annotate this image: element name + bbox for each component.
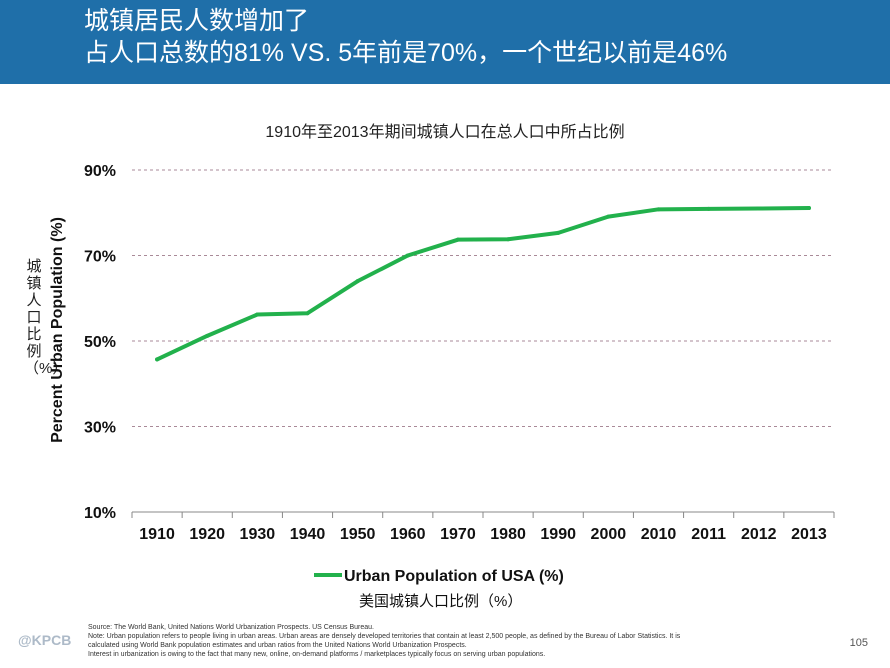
data-point bbox=[205, 333, 210, 338]
x-tick-label: 1950 bbox=[340, 526, 376, 543]
legend-label-chinese: 美国城镇人口比例（%） bbox=[359, 593, 523, 610]
data-point bbox=[556, 230, 561, 235]
chart-title: 1910年至2013年期间城镇人口在总人口中所占比例 bbox=[265, 124, 625, 141]
x-tick-label: 1920 bbox=[189, 526, 225, 543]
y-tick-label: 90% bbox=[84, 163, 116, 180]
data-point bbox=[756, 206, 761, 211]
footnotes: Source: The World Bank, United Nations W… bbox=[88, 623, 828, 659]
footnote-note-2: calculated using World Bank population e… bbox=[88, 642, 467, 649]
x-tick-label: 1940 bbox=[290, 526, 326, 543]
legend-label: Urban Population of USA (%) bbox=[344, 568, 564, 585]
x-tick-label: 1910 bbox=[139, 526, 175, 543]
data-point bbox=[656, 207, 661, 212]
x-tick-label: 1930 bbox=[240, 526, 276, 543]
footnote-source: Source: The World Bank, United Nations W… bbox=[88, 624, 374, 631]
x-tick-label: 2010 bbox=[641, 526, 677, 543]
data-point bbox=[706, 206, 711, 211]
legend: Urban Population of USA (%) bbox=[314, 568, 564, 586]
data-point bbox=[305, 311, 310, 316]
x-tick-label: 2011 bbox=[691, 526, 726, 543]
data-point bbox=[405, 253, 410, 258]
series-line bbox=[155, 206, 811, 362]
headline-line-1: 城镇居民人数增加了 bbox=[84, 7, 310, 35]
x-tick-label: 1970 bbox=[440, 526, 476, 543]
legend-swatch bbox=[314, 572, 342, 577]
logo-text: KPCB bbox=[31, 632, 72, 648]
y-tick-label: 10% bbox=[84, 505, 116, 522]
footnote-note-3: Interest in urbanization is owing to the… bbox=[88, 651, 546, 658]
x-tick-label: 2000 bbox=[591, 526, 627, 543]
y-tick-label: 50% bbox=[84, 334, 116, 351]
data-point bbox=[806, 206, 811, 211]
page-number: 105 bbox=[849, 637, 868, 649]
title-banner: 城镇居民人数增加了 占人口总数的81% VS. 5年前是70%，一个世纪以前是4… bbox=[0, 0, 890, 84]
data-point bbox=[255, 312, 260, 317]
x-tick-label: 2013 bbox=[791, 526, 827, 543]
footnote-note-1: Note: Urban population refers to people … bbox=[88, 633, 681, 640]
x-tick-label: 1990 bbox=[540, 526, 576, 543]
line-chart: 10% 30% 50% 70% 90% 1910 1920 1930 1940 1950 1960 1… bbox=[84, 163, 835, 543]
data-point bbox=[606, 214, 611, 219]
x-tick-label: 2012 bbox=[741, 526, 777, 543]
data-point bbox=[455, 237, 460, 242]
x-tick-label: 1960 bbox=[390, 526, 426, 543]
headline-line-2: 占人口总数的81% VS. 5年前是70%，一个世纪以前是46% bbox=[84, 39, 728, 67]
data-point bbox=[506, 237, 511, 242]
data-point bbox=[155, 357, 160, 362]
logo: @KPCB bbox=[18, 632, 72, 648]
y-tick-label: 30% bbox=[84, 420, 116, 437]
y-tick-label: 70% bbox=[84, 249, 116, 266]
x-tick-label: 1980 bbox=[490, 526, 526, 543]
data-point bbox=[355, 279, 360, 284]
